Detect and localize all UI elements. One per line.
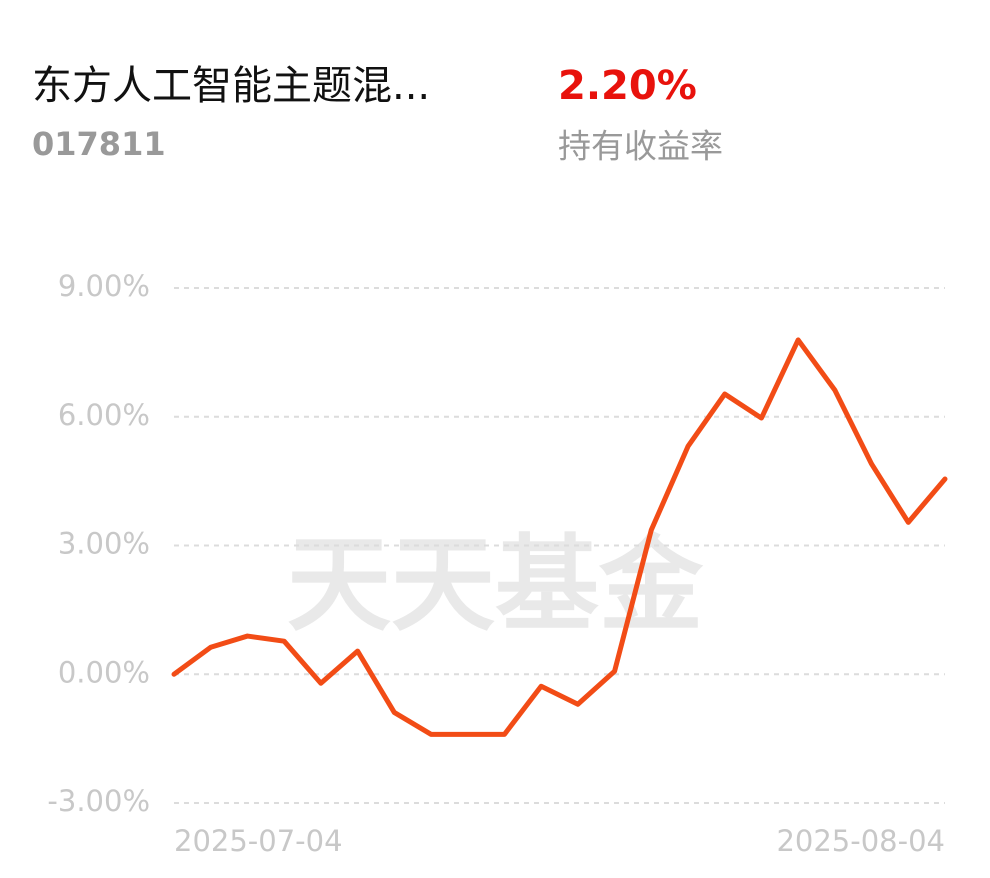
fund-title: 东方人工智能主题混... — [32, 63, 430, 109]
y-tick-label: 6.00% — [58, 398, 150, 432]
y-tick-label: 9.00% — [58, 269, 150, 303]
x-tick-label: 2025-08-04 — [776, 824, 945, 858]
y-tick-label: 0.00% — [58, 655, 150, 689]
y-tick-label: -3.00% — [47, 784, 150, 818]
y-tick-label: 3.00% — [58, 527, 150, 561]
watermark: 天天基金 — [287, 523, 704, 645]
x-tick-label: 2025-07-04 — [174, 824, 343, 858]
fund-code: 017811 — [32, 125, 166, 163]
data-line — [171, 337, 948, 737]
return-label: 持有收益率 — [558, 127, 723, 166]
return-value: 2.20% — [558, 63, 697, 109]
